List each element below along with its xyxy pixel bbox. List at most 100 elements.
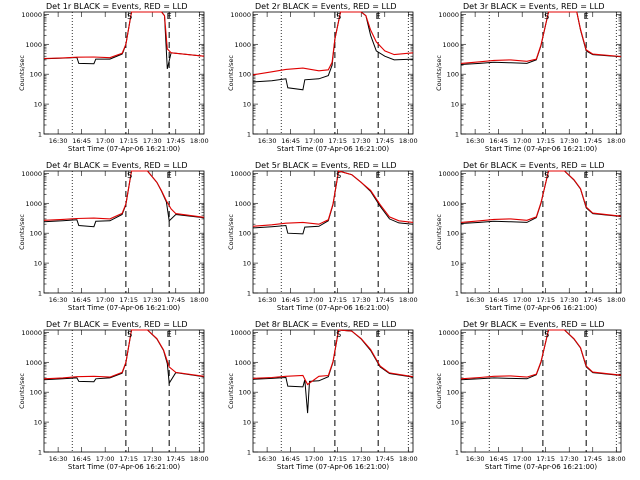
y-tick-label: 10 xyxy=(243,101,251,109)
marker-label: E xyxy=(376,171,381,180)
y-axis-label: Counts/sec xyxy=(18,55,26,91)
y-tick-label: 1 xyxy=(455,290,459,298)
x-tick-label: 17:30 xyxy=(560,137,579,145)
x-tick-label: 17:30 xyxy=(352,137,371,145)
x-tick-label: 16:45 xyxy=(489,296,508,304)
x-tick-label: 16:45 xyxy=(489,137,508,145)
x-tick-label: 16:45 xyxy=(72,455,91,463)
x-tick-label: 16:45 xyxy=(281,455,300,463)
y-axis-label: Counts/sec xyxy=(435,214,443,250)
x-tick-label: 16:30 xyxy=(49,455,68,463)
x-tick-label: 16:30 xyxy=(258,455,277,463)
red-lld-series xyxy=(460,170,622,223)
x-tick-label: 17:45 xyxy=(166,296,185,304)
plot-frame xyxy=(43,329,205,453)
x-tick-label: 16:45 xyxy=(72,137,91,145)
x-tick-label: 18:00 xyxy=(607,137,626,145)
panel-title: Det 9r BLACK = Events, RED = LLD xyxy=(463,320,605,329)
black-events-series xyxy=(43,170,205,228)
x-tick-label: 17:45 xyxy=(583,137,602,145)
red-lld-series xyxy=(43,11,205,60)
y-axis-label: Counts/sec xyxy=(227,373,235,409)
x-axis-label: Start Time (07-Apr-06 16:21:00) xyxy=(277,463,389,471)
y-tick-label: 100 xyxy=(30,389,42,397)
x-tick-label: 17:30 xyxy=(143,296,162,304)
y-tick-label: 1000 xyxy=(234,41,251,49)
y-tick-label: 1 xyxy=(247,131,251,139)
y-tick-label: 1 xyxy=(38,131,42,139)
x-tick-label: 16:30 xyxy=(258,137,277,145)
y-tick-label: 10000 xyxy=(230,170,251,178)
y-tick-label: 100 xyxy=(447,389,459,397)
plot-frame xyxy=(460,170,622,294)
x-axis-label: Start Time (07-Apr-06 16:21:00) xyxy=(277,304,389,312)
x-tick-label: 17:30 xyxy=(143,137,162,145)
x-tick-label: 17:00 xyxy=(305,296,324,304)
y-tick-label: 1000 xyxy=(25,200,42,208)
marker-label: S xyxy=(544,171,549,180)
x-tick-label: 17:30 xyxy=(352,455,371,463)
detector-panel-4: Det 4r BLACK = Events, RED = LLD 1 10 100 10… xyxy=(18,161,209,312)
y-tick-label: 10 xyxy=(34,260,42,268)
y-tick-label: 10000 xyxy=(230,11,251,19)
y-tick-label: 10000 xyxy=(438,11,459,19)
marker-label: S xyxy=(127,171,132,180)
x-axis-label: Start Time (07-Apr-06 16:21:00) xyxy=(277,145,389,153)
x-tick-label: 17:45 xyxy=(166,455,185,463)
detector-panel-3: Det 3r BLACK = Events, RED = LLD 1 10 100 10… xyxy=(435,2,626,153)
marker-label: S xyxy=(544,12,549,21)
x-tick-label: 16:30 xyxy=(466,455,485,463)
black-events-series xyxy=(43,11,205,70)
marker-label: E xyxy=(167,171,172,180)
y-axis-label: Counts/sec xyxy=(435,55,443,91)
x-tick-label: 17:00 xyxy=(305,455,324,463)
x-tick-label: 16:45 xyxy=(72,296,91,304)
marker-label: E xyxy=(584,171,589,180)
y-tick-label: 100 xyxy=(447,71,459,79)
red-lld-series xyxy=(460,11,622,64)
x-tick-label: 18:00 xyxy=(190,455,209,463)
detector-panel-7: Det 7r BLACK = Events, RED = LLD 1 10 100 10… xyxy=(18,320,209,471)
x-tick-label: 17:15 xyxy=(328,296,347,304)
x-axis-label: Start Time (07-Apr-06 16:21:00) xyxy=(485,304,597,312)
marker-label: S xyxy=(127,330,132,339)
x-tick-label: 16:45 xyxy=(281,137,300,145)
x-tick-label: 17:15 xyxy=(536,296,555,304)
x-tick-label: 18:00 xyxy=(399,137,418,145)
y-tick-label: 10000 xyxy=(438,170,459,178)
x-tick-label: 17:00 xyxy=(513,455,532,463)
x-tick-label: 16:30 xyxy=(49,296,68,304)
marker-label: E xyxy=(584,330,589,339)
plot-frame xyxy=(252,11,414,135)
panel-title: Det 2r BLACK = Events, RED = LLD xyxy=(255,2,397,11)
x-tick-label: 17:45 xyxy=(375,455,394,463)
panel-title: Det 7r BLACK = Events, RED = LLD xyxy=(46,320,188,329)
x-tick-label: 16:30 xyxy=(466,296,485,304)
red-lld-series xyxy=(460,329,622,380)
y-tick-label: 10 xyxy=(243,419,251,427)
y-tick-label: 1 xyxy=(455,449,459,457)
panel-title: Det 6r BLACK = Events, RED = LLD xyxy=(463,161,605,170)
detector-panel-1: Det 1r BLACK = Events, RED = LLD 1 10 100 10… xyxy=(18,2,209,153)
y-tick-label: 10 xyxy=(451,260,459,268)
red-lld-series xyxy=(43,329,205,380)
x-tick-label: 17:15 xyxy=(119,137,138,145)
detector-panel-5: Det 5r BLACK = Events, RED = LLD 1 10 100 10… xyxy=(227,161,418,312)
y-tick-label: 10 xyxy=(243,260,251,268)
y-tick-label: 10 xyxy=(34,101,42,109)
y-tick-label: 1000 xyxy=(25,41,42,49)
y-tick-label: 100 xyxy=(239,389,251,397)
x-tick-label: 17:30 xyxy=(560,455,579,463)
panel-title: Det 4r BLACK = Events, RED = LLD xyxy=(46,161,188,170)
y-tick-label: 1000 xyxy=(442,200,459,208)
x-tick-label: 17:00 xyxy=(96,455,115,463)
x-tick-label: 18:00 xyxy=(190,296,209,304)
y-axis-label: Counts/sec xyxy=(18,214,26,250)
y-axis-label: Counts/sec xyxy=(18,373,26,409)
x-axis-label: Start Time (07-Apr-06 16:21:00) xyxy=(68,463,180,471)
x-axis-label: Start Time (07-Apr-06 16:21:00) xyxy=(68,145,180,153)
x-tick-label: 16:45 xyxy=(489,455,508,463)
marker-label: E xyxy=(376,330,381,339)
x-tick-label: 17:00 xyxy=(513,137,532,145)
x-tick-label: 18:00 xyxy=(399,296,418,304)
